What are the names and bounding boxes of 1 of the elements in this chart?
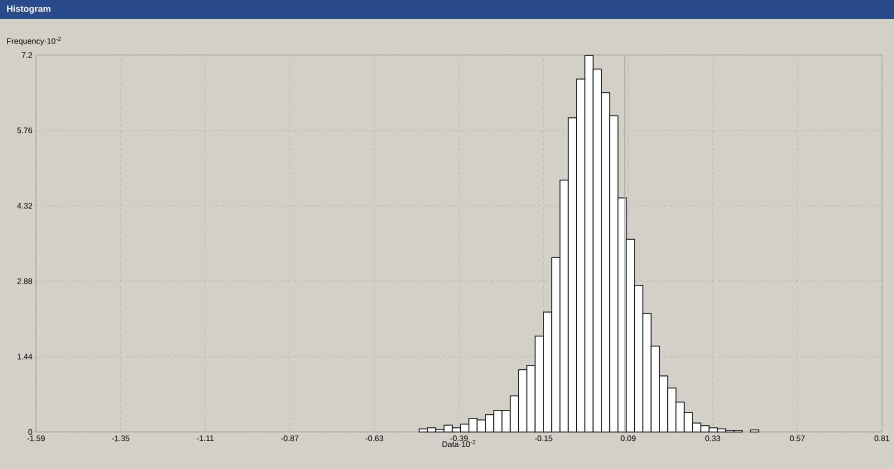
chart-title: Histogram (7, 5, 50, 14)
